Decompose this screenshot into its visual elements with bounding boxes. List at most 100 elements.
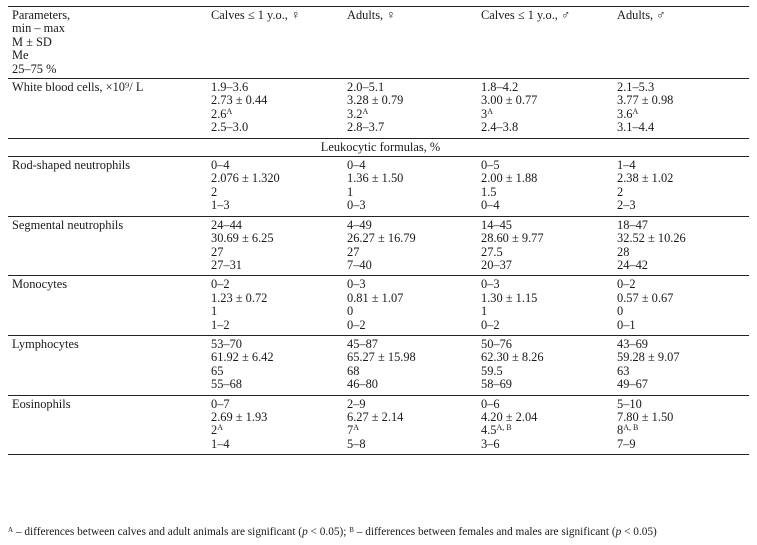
range-value: 0–3 <box>347 277 366 292</box>
quartile-range-value: 27–31 <box>211 257 242 272</box>
column-header-adults-female: Adults, ♀ <box>343 5 477 80</box>
range-value: 2.1–5.3 <box>617 80 655 95</box>
mean-sd-value: 1.36 ± 1.50 <box>347 171 404 186</box>
row-label-white-blood-cells: White blood cells, ×10⁹/ L <box>8 78 207 139</box>
quartile-range-value: 3–6 <box>481 436 500 451</box>
footnote-a-close: < 0.05); <box>307 526 350 538</box>
median-value: 63 <box>617 363 630 378</box>
range-value: 14–45 <box>481 217 512 232</box>
median-value: 1 <box>481 304 488 319</box>
row-label: Monocytes <box>8 275 207 336</box>
mean-sd-value: 28.60 ± 9.77 <box>481 231 544 246</box>
row-label: Lymphocytes <box>8 335 207 396</box>
median-line: 63 <box>617 363 749 378</box>
section-title: Leukocytic formulas, % <box>8 138 749 158</box>
median-value: 27 <box>347 244 360 259</box>
header-param-line: Parameters, <box>12 8 71 22</box>
median-value: 68 <box>347 363 360 378</box>
mean-sd-value: 6.27 ± 2.14 <box>347 409 404 424</box>
mean-sd-value: 7.80 ± 1.50 <box>617 409 674 424</box>
column-header-calves-male: Calves ≤ 1 y.o., ♂ <box>477 5 613 80</box>
value-cell: 50–76 62.30 ± 8.26 59.5 58–69 <box>477 335 613 396</box>
table-footnote: A – differences between calves and adult… <box>8 526 753 538</box>
value-cell: 0–4 2.076 ± 1.320 2 1–3 <box>207 156 343 217</box>
range-value: 5–10 <box>617 396 642 411</box>
median-line: 0 <box>617 304 749 319</box>
footnote-mark-a: A <box>8 526 14 534</box>
median-line: 3.6A <box>617 106 749 121</box>
quartile-range-value: 7–40 <box>347 257 372 272</box>
median-line: 2.6A <box>211 106 343 121</box>
table-row: Monocytes 0–2 1.23 ± 0.72 1 1–2 0–3 0.81 ± 1.0… <box>8 275 749 336</box>
range-value: 0–7 <box>211 396 230 411</box>
median-value: 2 <box>211 184 218 199</box>
value-cell: 24–44 30.69 ± 6.25 27 27–31 <box>207 216 343 277</box>
quartile-range-value: 5–8 <box>347 436 366 451</box>
significance-mark: A, B <box>496 423 512 433</box>
value-cell: 5–10 7.80 ± 1.50 8A, B 7–9 <box>613 395 749 456</box>
median-value: 27 <box>211 244 224 259</box>
range-value: 0–6 <box>481 396 500 411</box>
median-value: 8 <box>617 423 624 438</box>
range-value: 0–5 <box>481 158 500 173</box>
quartile-range-value: 1–3 <box>211 198 230 213</box>
quartile-range-value: 0–2 <box>481 317 500 332</box>
mean-sd-value: 0.81 ± 1.07 <box>347 290 404 305</box>
quartile-range-value: 58–69 <box>481 377 512 392</box>
mean-sd-value: 62.30 ± 8.26 <box>481 350 544 365</box>
row-label: Eosinophils <box>8 395 207 456</box>
header-param-line: Me <box>12 48 29 63</box>
table-row: Lymphocytes 53–70 61.92 ± 6.42 65 55–68 45–87… <box>8 335 749 396</box>
value-cell: 0–2 0.57 ± 0.67 0 0–1 <box>613 275 749 336</box>
footnote-b-text: – differences between females and males … <box>353 526 616 538</box>
median-line: 2A <box>211 424 343 437</box>
mean-sd-value: 2.73 ± 0.44 <box>211 93 268 108</box>
median-line: 27.5 <box>481 245 613 259</box>
median-value: 28 <box>617 244 630 259</box>
quartile-range-value: 0–3 <box>347 198 366 213</box>
median-value: 59.5 <box>481 363 503 378</box>
value-cell: 2–9 6.27 ± 2.14 7A 5–8 <box>343 395 477 456</box>
range-value: 2–9 <box>347 396 366 411</box>
median-line: 2 <box>617 184 749 199</box>
range-value: 2.0–5.1 <box>347 80 385 95</box>
median-value: 0 <box>347 304 354 319</box>
footnote-a-p: p <box>302 526 308 538</box>
value-cell: 2.0–5.1 3.28 ± 0.79 3.2A 2.8–3.7 <box>343 78 477 139</box>
median-line: 7A <box>347 424 477 437</box>
mean-sd-value: 1.30 ± 1.15 <box>481 290 538 305</box>
range-value: 4–49 <box>347 217 372 232</box>
mean-sd-value: 2.69 ± 1.93 <box>211 409 268 424</box>
median-value: 2 <box>617 184 624 199</box>
mean-sd-value: 61.92 ± 6.42 <box>211 350 274 365</box>
table-row: Segmental neutrophils 24–44 30.69 ± 6.25 27… <box>8 216 749 277</box>
mean-sd-value: 2.00 ± 1.88 <box>481 171 538 186</box>
quartile-range-value: 1–2 <box>211 317 230 332</box>
mean-sd-value: 3.28 ± 0.79 <box>347 93 404 108</box>
value-cell: 0–4 1.36 ± 1.50 1 0–3 <box>343 156 477 217</box>
quartile-range-value: 49–67 <box>617 377 648 392</box>
range-value: 0–3 <box>481 277 500 292</box>
median-line: 2 <box>211 184 343 199</box>
quartile-range-value: 2.8–3.7 <box>347 120 385 135</box>
median-value: 1.5 <box>481 184 497 199</box>
value-cell: 4–49 26.27 ± 16.79 27 7–40 <box>343 216 477 277</box>
significance-mark: A, B <box>623 423 639 433</box>
quartile-range-value: 2.4–3.8 <box>481 120 519 135</box>
quartile-range-value: 20–37 <box>481 257 512 272</box>
significance-mark: A <box>632 106 639 116</box>
median-line: 1 <box>481 304 613 319</box>
value-cell: 53–70 61.92 ± 6.42 65 55–68 <box>207 335 343 396</box>
median-line: 27 <box>347 244 477 259</box>
median-value: 0 <box>617 304 624 319</box>
range-value: 18–47 <box>617 217 648 232</box>
value-cell: 0–6 4.20 ± 2.04 4.5A, B 3–6 <box>477 395 613 456</box>
blood-parameters-table: Parameters, min – max M ± SD Me 25–75 % … <box>8 5 749 456</box>
header-param-line: M ± SD <box>12 34 52 49</box>
range-value: 0–2 <box>211 277 230 292</box>
parameters-header-cell: Parameters, min – max M ± SD Me 25–75 % <box>8 5 207 80</box>
significance-mark: A <box>226 106 233 116</box>
value-cell: 0–2 1.23 ± 0.72 1 1–2 <box>207 275 343 336</box>
column-header-adults-male: Adults, ♂ <box>613 5 749 80</box>
